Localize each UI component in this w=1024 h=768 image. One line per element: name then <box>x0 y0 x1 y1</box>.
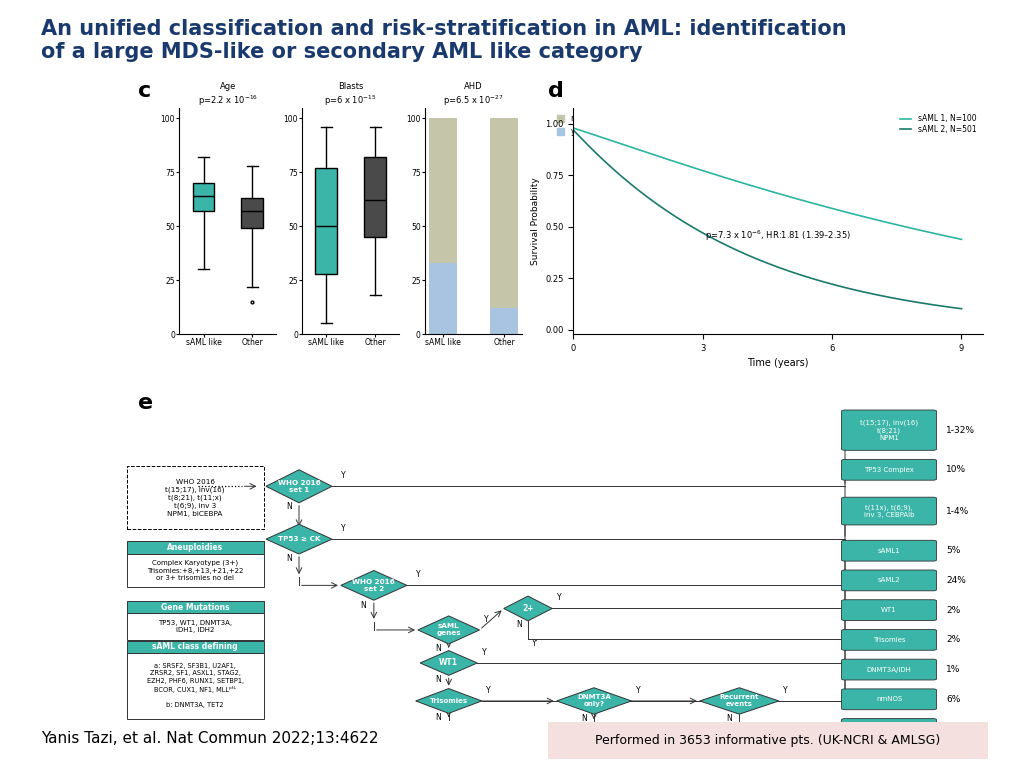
Line: sAML 1, N=100: sAML 1, N=100 <box>573 128 962 240</box>
Text: sAML1: sAML1 <box>878 548 900 554</box>
sAML 1, N=100 <box>955 235 968 244</box>
PathPatch shape <box>365 157 386 237</box>
Legend: sAML 1, N=100, sAML 2, N=501: sAML 1, N=100, sAML 2, N=501 <box>897 111 979 137</box>
Text: Complex Karyotype (3+)
Trisomies:+8,+13,+21,+22
or 3+ trisomies no del: Complex Karyotype (3+) Trisomies:+8,+13,… <box>146 560 244 581</box>
Text: Y: Y <box>636 686 640 695</box>
Text: 2%: 2% <box>946 724 961 733</box>
Text: WHO 2016
t(15;17), inv(16)
t(8;21), t(11;x)
t(6;9), inv 3
NPM1, biCEBPA: WHO 2016 t(15;17), inv(16) t(8;21), t(11… <box>165 479 225 517</box>
Bar <box>429 263 457 334</box>
Text: WHO 2016
set 1: WHO 2016 set 1 <box>278 480 321 493</box>
Text: nmNOS: nmNOS <box>876 697 902 702</box>
PathPatch shape <box>242 198 263 228</box>
Text: Aneuploidies: Aneuploidies <box>167 543 223 552</box>
Bar <box>490 308 518 334</box>
sAML 1, N=100 <box>752 183 764 192</box>
FancyBboxPatch shape <box>842 719 937 740</box>
Text: e: e <box>138 393 154 413</box>
Text: a: SRSF2, SF3B1, U2AF1,
ZRSR2, SF1, ASXL1, STAG2,
EZH2, PHF6, RUNX1, SETBP1,
BCO: a: SRSF2, SF3B1, U2AF1, ZRSR2, SF1, ASXL… <box>146 663 244 707</box>
FancyBboxPatch shape <box>842 630 937 650</box>
Text: TP53, WT1, DNMT3A,
IDH1, IDH2: TP53, WT1, DNMT3A, IDH1, IDH2 <box>158 620 232 634</box>
Text: p=7.3 x 10$^{-6}$, HR:1.81 (1.39–2.35): p=7.3 x 10$^{-6}$, HR:1.81 (1.39–2.35) <box>705 229 851 243</box>
FancyBboxPatch shape <box>539 721 997 760</box>
Text: N: N <box>286 502 292 511</box>
PathPatch shape <box>193 183 214 211</box>
FancyBboxPatch shape <box>842 570 937 591</box>
Text: d: d <box>548 81 564 101</box>
Text: WT1: WT1 <box>882 607 897 613</box>
Text: TP53 ≥ CK: TP53 ≥ CK <box>278 536 321 542</box>
Polygon shape <box>266 525 332 554</box>
FancyBboxPatch shape <box>842 410 937 450</box>
sAML 1, N=100 <box>754 184 766 193</box>
Text: Gene Mutations: Gene Mutations <box>161 603 229 611</box>
Text: N: N <box>360 601 367 611</box>
Text: Y: Y <box>341 524 345 533</box>
Text: sAML class defining: sAML class defining <box>153 642 238 651</box>
Text: c: c <box>138 81 152 101</box>
Text: TP53 Complex: TP53 Complex <box>864 467 914 473</box>
sAML 2, N=501 <box>567 126 580 135</box>
Text: Y: Y <box>484 614 488 624</box>
FancyBboxPatch shape <box>127 653 264 719</box>
Text: Yanis Tazi, et al. Nat Commun 2022;13:4622: Yanis Tazi, et al. Nat Commun 2022;13:46… <box>41 731 379 746</box>
Text: of a large MDS-like or secondary AML like category: of a large MDS-like or secondary AML lik… <box>41 42 642 62</box>
FancyBboxPatch shape <box>127 466 264 529</box>
sAML 1, N=100 <box>799 197 811 206</box>
Text: 2%: 2% <box>946 635 961 644</box>
FancyBboxPatch shape <box>842 497 937 525</box>
Text: 2%: 2% <box>946 606 961 614</box>
FancyBboxPatch shape <box>127 601 264 614</box>
Text: Y: Y <box>486 686 490 695</box>
Title: Blasts
p=6 x 10$^{-15}$: Blasts p=6 x 10$^{-15}$ <box>325 82 377 108</box>
Text: Y: Y <box>341 471 345 480</box>
sAML 2, N=501 <box>886 293 898 303</box>
FancyBboxPatch shape <box>842 659 937 680</box>
Text: No-events: No-events <box>871 726 907 732</box>
Text: 6%: 6% <box>946 695 961 703</box>
Text: DNMT3A/IDH: DNMT3A/IDH <box>866 667 911 673</box>
Text: Y': Y' <box>532 639 539 647</box>
Text: Y: Y <box>416 570 420 579</box>
sAML 1, N=100 <box>777 190 790 200</box>
Text: 1-4%: 1-4% <box>946 507 970 515</box>
Text: 10%: 10% <box>946 465 967 475</box>
Text: N: N <box>581 713 587 723</box>
FancyBboxPatch shape <box>842 689 937 710</box>
PathPatch shape <box>315 168 337 273</box>
Text: sAML2: sAML2 <box>878 578 900 584</box>
Text: t(11x), t(6;9),
inv 3, CEBPAlb: t(11x), t(6;9), inv 3, CEBPAlb <box>864 505 914 518</box>
Text: DNMT3A
only?: DNMT3A only? <box>578 694 611 707</box>
sAML 2, N=501 <box>777 264 790 273</box>
FancyBboxPatch shape <box>127 614 264 640</box>
sAML 1, N=100 <box>946 233 958 242</box>
sAML 2, N=501 <box>754 256 766 265</box>
FancyBboxPatch shape <box>127 554 264 587</box>
sAML 2, N=501 <box>955 304 968 313</box>
sAML 2, N=501 <box>946 303 958 312</box>
FancyBboxPatch shape <box>842 541 937 561</box>
Polygon shape <box>699 688 779 714</box>
Text: 1%: 1% <box>946 665 961 674</box>
Text: WT1: WT1 <box>439 658 458 667</box>
Text: Recurrent
events: Recurrent events <box>720 694 759 707</box>
Text: An unified classification and risk-stratification in AML: identification: An unified classification and risk-strat… <box>41 19 847 39</box>
Text: Y: Y <box>481 647 486 657</box>
Legend: no, yes: no, yes <box>554 111 587 139</box>
Polygon shape <box>557 688 632 714</box>
Text: WHO 2016
set 2: WHO 2016 set 2 <box>352 579 395 592</box>
Line: sAML 2, N=501: sAML 2, N=501 <box>573 131 962 309</box>
FancyBboxPatch shape <box>127 641 264 653</box>
Y-axis label: Survival Probability: Survival Probability <box>530 177 540 265</box>
Polygon shape <box>416 689 481 713</box>
Polygon shape <box>266 470 332 503</box>
Text: N: N <box>435 713 441 722</box>
Text: N: N <box>435 675 441 684</box>
Title: AHD
p=6.5 x 10$^{-27}$: AHD p=6.5 x 10$^{-27}$ <box>443 82 504 108</box>
Text: 24%: 24% <box>946 576 967 585</box>
Text: Y: Y <box>783 686 788 695</box>
Polygon shape <box>504 596 552 621</box>
sAML 2, N=501 <box>799 272 811 281</box>
FancyBboxPatch shape <box>842 459 937 480</box>
Text: N: N <box>435 644 441 653</box>
Text: Initialize: Initialize <box>153 482 190 491</box>
